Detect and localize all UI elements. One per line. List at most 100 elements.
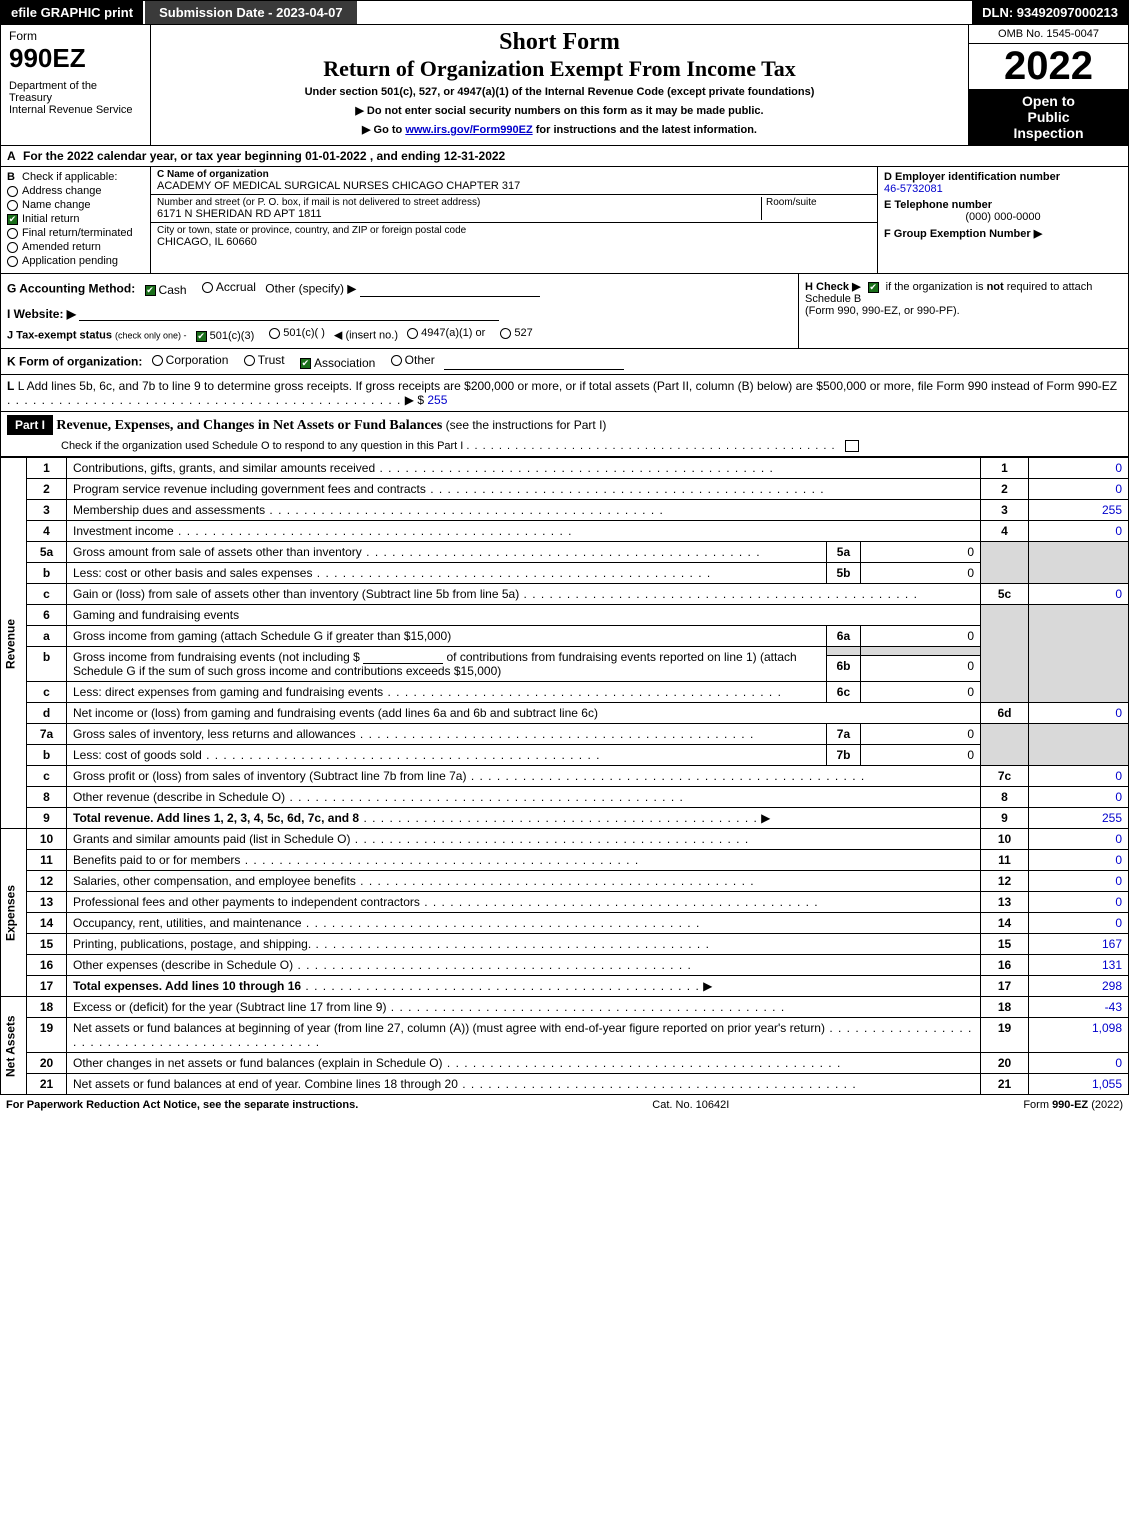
- topbar-spacer: [359, 1, 973, 24]
- dots: [265, 503, 664, 517]
- website-slot[interactable]: [79, 307, 499, 321]
- line-desc: Grants and similar amounts paid (list in…: [67, 829, 981, 850]
- radio-icon: [269, 328, 280, 339]
- dots: [420, 895, 819, 909]
- desc-pre: Gross income from fundraising events (no…: [73, 650, 360, 664]
- dots: [383, 685, 782, 699]
- dots: [426, 482, 825, 496]
- row-g: G Accounting Method: ✔Cash Accrual Other…: [7, 280, 792, 297]
- check-application-pending[interactable]: Application pending: [7, 255, 144, 267]
- contrib-slot[interactable]: [363, 650, 443, 664]
- org-corp[interactable]: Corporation: [152, 353, 229, 367]
- check-final-return[interactable]: Final return/terminated: [7, 227, 144, 239]
- part1-checkbox[interactable]: [845, 440, 859, 452]
- sub-num: 7b: [826, 745, 860, 766]
- vert-revenue: Revenue: [1, 458, 27, 829]
- org-name-value: ACADEMY OF MEDICAL SURGICAL NURSES CHICA…: [157, 180, 871, 192]
- line-6: 6 Gaming and fundraising events: [1, 605, 1129, 626]
- line-val: 167: [1029, 934, 1129, 955]
- desc-text: Less: cost or other basis and sales expe…: [73, 566, 312, 580]
- check-initial-return[interactable]: ✔Initial return: [7, 213, 144, 225]
- radio-icon: [202, 282, 213, 293]
- accounting-cash[interactable]: ✔Cash: [145, 283, 187, 297]
- line-desc: Less: cost or other basis and sales expe…: [67, 563, 827, 584]
- sub-val: 0: [860, 745, 980, 766]
- check-label: Initial return: [22, 213, 79, 225]
- desc-text: Printing, publications, postage, and shi…: [73, 937, 311, 951]
- org-association[interactable]: ✔Association: [300, 356, 375, 370]
- header-left: Form 990EZ Department of the Treasury In…: [1, 25, 151, 145]
- status-501c[interactable]: 501(c)( ): [269, 327, 325, 339]
- row-l: L L Add lines 5b, 6c, and 7b to line 9 t…: [0, 375, 1129, 412]
- radio-icon: [407, 328, 418, 339]
- check-label: Amended return: [22, 241, 101, 253]
- row-a-letter: A: [7, 149, 16, 163]
- line-rnum: 11: [981, 850, 1029, 871]
- check-label: Application pending: [22, 255, 118, 267]
- line-rnum: 10: [981, 829, 1029, 850]
- vert-expenses: Expenses: [1, 829, 27, 997]
- line-desc: Gross income from fundraising events (no…: [67, 647, 827, 682]
- arrow-icon: [758, 811, 771, 825]
- status-4947[interactable]: 4947(a)(1) or: [407, 327, 485, 339]
- shaded-cell: [860, 647, 980, 656]
- open-line1: Open to: [973, 93, 1124, 109]
- line-rnum: 5c: [981, 584, 1029, 605]
- line-num: 5a: [27, 542, 67, 563]
- line-8: 8 Other revenue (describe in Schedule O)…: [1, 787, 1129, 808]
- desc-text: Other expenses (describe in Schedule O): [73, 958, 293, 972]
- check-amended-return[interactable]: Amended return: [7, 241, 144, 253]
- checkbox-icon: ✔: [145, 285, 156, 296]
- dots: [386, 1000, 785, 1014]
- desc-text: Membership dues and assessments: [73, 503, 265, 517]
- org-other[interactable]: Other: [391, 353, 435, 367]
- open-line3: Inspection: [973, 125, 1124, 141]
- opt-label: Trust: [258, 353, 285, 367]
- checkbox-icon[interactable]: ✔: [868, 282, 879, 293]
- checkbox-icon: ✔: [196, 331, 207, 342]
- line-21: 21 Net assets or fund balances at end of…: [1, 1074, 1129, 1095]
- accounting-accrual[interactable]: Accrual: [202, 280, 256, 294]
- dots: [443, 1056, 842, 1070]
- org-other-slot[interactable]: [444, 356, 624, 370]
- row-i: I Website: ▶: [7, 307, 792, 321]
- line-rnum: 14: [981, 913, 1029, 934]
- line-6b-text: b Gross income from fundraising events (…: [1, 647, 1129, 656]
- row-a-text: For the 2022 calendar year, or tax year …: [23, 149, 505, 163]
- status-527[interactable]: 527: [500, 327, 532, 339]
- row-k: K Form of organization: Corporation Trus…: [0, 349, 1129, 375]
- desc-text: Gross income from gaming (attach Schedul…: [73, 629, 451, 643]
- opt-label: 501(c)(3): [210, 330, 255, 342]
- desc-text: Gross amount from sale of assets other t…: [73, 545, 362, 559]
- line-num: 1: [27, 458, 67, 479]
- line-num: 19: [27, 1018, 67, 1053]
- check-address-change[interactable]: Address change: [7, 185, 144, 197]
- other-specify-slot[interactable]: [360, 283, 540, 297]
- line-desc: Membership dues and assessments: [67, 500, 981, 521]
- line-val: 0: [1029, 458, 1129, 479]
- instructions-link[interactable]: www.irs.gov/Form990EZ: [405, 124, 532, 136]
- phone-label: E Telephone number: [884, 199, 1122, 211]
- line-12: 12 Salaries, other compensation, and emp…: [1, 871, 1129, 892]
- line-16: 16 Other expenses (describe in Schedule …: [1, 955, 1129, 976]
- line-val: 0: [1029, 521, 1129, 542]
- efile-print[interactable]: efile GRAPHIC print: [1, 1, 143, 24]
- section-gh: G Accounting Method: ✔Cash Accrual Other…: [0, 274, 1129, 349]
- line-3: 3 Membership dues and assessments 3 255: [1, 500, 1129, 521]
- line-17: 17 Total expenses. Add lines 10 through …: [1, 976, 1129, 997]
- subtitle-2: ▶ Do not enter social security numbers o…: [157, 104, 962, 117]
- line-num: b: [27, 647, 67, 682]
- desc-text: Other changes in net assets or fund bala…: [73, 1056, 443, 1070]
- l-value: 255: [427, 393, 447, 407]
- b-letter: B: [7, 171, 15, 183]
- line-val: 0: [1029, 871, 1129, 892]
- col-b: B Check if applicable: Address change Na…: [1, 167, 151, 273]
- dots: [301, 979, 700, 993]
- radio-icon: [244, 355, 255, 366]
- group-label: F Group Exemption Number ▶: [884, 228, 1042, 240]
- room-label: Room/suite: [766, 197, 871, 208]
- check-name-change[interactable]: Name change: [7, 199, 144, 211]
- org-trust[interactable]: Trust: [244, 353, 285, 367]
- status-501c3[interactable]: ✔501(c)(3): [196, 330, 255, 342]
- line-rnum: 3: [981, 500, 1029, 521]
